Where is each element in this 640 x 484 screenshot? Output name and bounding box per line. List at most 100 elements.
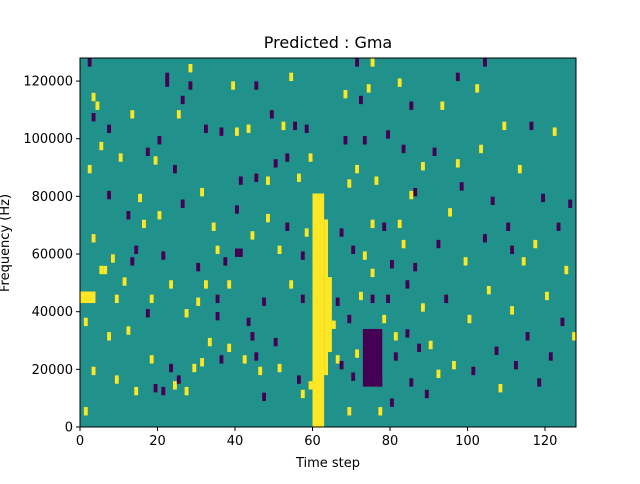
heatmap-cell bbox=[339, 228, 344, 237]
plot-area bbox=[79, 57, 577, 428]
heatmap-cell bbox=[347, 314, 352, 324]
heatmap-cell bbox=[262, 392, 266, 402]
heatmap-cell bbox=[157, 136, 162, 145]
x-tick-label: 60 bbox=[304, 434, 321, 449]
y-tick-label: 20000 bbox=[32, 363, 73, 378]
heatmap-cell bbox=[510, 306, 514, 315]
chart-title: Predicted : Gma bbox=[264, 33, 392, 52]
plot-frame bbox=[79, 57, 577, 428]
heatmap-cell bbox=[525, 332, 530, 341]
heatmap-cell bbox=[556, 222, 561, 231]
heatmap-cell bbox=[289, 72, 294, 82]
heatmap-cell bbox=[99, 265, 104, 275]
heatmap-cell bbox=[184, 386, 189, 396]
heatmap-cell bbox=[118, 153, 123, 162]
heatmap-cell bbox=[235, 205, 239, 214]
heatmap-cell bbox=[254, 173, 259, 182]
heatmap-cell bbox=[176, 110, 181, 119]
heatmap-cell bbox=[246, 317, 251, 327]
heatmap-cell bbox=[331, 320, 336, 329]
heatmap-cell bbox=[386, 130, 390, 139]
heatmap-cell bbox=[114, 294, 119, 304]
heatmap-cell bbox=[545, 291, 549, 301]
heatmap-cell bbox=[374, 176, 379, 185]
x-tick-label: 20 bbox=[149, 434, 166, 449]
heatmap-cell bbox=[494, 346, 499, 355]
heatmap-cell bbox=[436, 239, 441, 249]
x-axis: 0 20 40 60 80 100 120 bbox=[76, 427, 557, 449]
heatmap-cell bbox=[161, 386, 166, 396]
heatmap-cell bbox=[541, 193, 545, 203]
heatmap-cell bbox=[436, 369, 441, 378]
heatmap-cell bbox=[83, 317, 88, 327]
heatmap-cell bbox=[126, 326, 131, 335]
heatmap-cell bbox=[238, 176, 243, 185]
heatmap-cell bbox=[281, 121, 286, 131]
heatmap-cell bbox=[413, 187, 418, 197]
heatmap-cell bbox=[176, 375, 181, 384]
heatmap-cell bbox=[455, 72, 460, 82]
heatmap-cell bbox=[227, 280, 232, 289]
heatmap-cell bbox=[548, 352, 553, 361]
heatmap-cell bbox=[405, 329, 410, 338]
heatmap-cell bbox=[424, 389, 429, 399]
heatmap-cell bbox=[355, 349, 359, 358]
heatmap-cell bbox=[335, 355, 340, 364]
heatmap-cell bbox=[227, 343, 232, 353]
heatmap-cell bbox=[91, 113, 96, 122]
heatmap-cell bbox=[173, 164, 177, 174]
heatmap-cell bbox=[300, 294, 305, 304]
heatmap-cell bbox=[355, 164, 359, 174]
heatmap-cell bbox=[514, 360, 518, 370]
heatmap-cell bbox=[432, 147, 437, 157]
heatmap-cell bbox=[134, 386, 139, 396]
heatmap-cell bbox=[188, 64, 193, 73]
heatmap-cell bbox=[440, 101, 445, 110]
heatmap-cell bbox=[266, 176, 270, 185]
heatmap-cell bbox=[235, 127, 239, 136]
heatmap-cell bbox=[200, 358, 204, 367]
heatmap-cell bbox=[149, 355, 154, 364]
heatmap-cell bbox=[529, 121, 534, 131]
heatmap-cell bbox=[262, 297, 266, 306]
y-tick-label: 120000 bbox=[23, 75, 73, 90]
heatmap-cell bbox=[200, 187, 204, 197]
heatmap-cell bbox=[483, 58, 487, 67]
y-tick-label: 100000 bbox=[23, 132, 73, 147]
heatmap-cell bbox=[308, 381, 313, 390]
heatmap-cell bbox=[95, 101, 100, 110]
heatmap-cell bbox=[343, 89, 348, 99]
heatmap-band bbox=[80, 291, 96, 304]
y-tick-label: 0 bbox=[65, 421, 73, 436]
heatmap-cell bbox=[184, 309, 189, 318]
heatmap-cell bbox=[413, 262, 418, 272]
heatmap-cell bbox=[401, 239, 406, 249]
heatmap-cell bbox=[568, 199, 573, 208]
heatmap-cell bbox=[238, 248, 243, 257]
heatmap-cell bbox=[246, 124, 251, 133]
heatmap-cell bbox=[300, 251, 305, 260]
heatmap-cell bbox=[483, 234, 487, 243]
heatmap-cell bbox=[204, 124, 208, 133]
heatmap-cell bbox=[122, 277, 127, 286]
heatmap-cell bbox=[273, 337, 278, 347]
heatmap-cell bbox=[277, 245, 282, 255]
heatmap-cell bbox=[308, 153, 313, 162]
heatmap-cell bbox=[428, 340, 433, 350]
heatmap-cell bbox=[463, 257, 468, 266]
heatmap-cell bbox=[366, 84, 371, 93]
heatmap-cell bbox=[107, 190, 111, 200]
y-tick-label: 60000 bbox=[32, 248, 73, 263]
heatmap-cell bbox=[304, 124, 309, 133]
y-tick-label: 80000 bbox=[32, 190, 73, 205]
heatmap-cell bbox=[192, 363, 197, 373]
heatmap-cell bbox=[359, 291, 363, 301]
heatmap-cell bbox=[180, 95, 185, 105]
heatmap-cell bbox=[293, 121, 297, 131]
heatmap-cell bbox=[173, 381, 177, 390]
heatmap-cell bbox=[91, 366, 96, 376]
heatmap-cell bbox=[390, 260, 394, 269]
heatmap-cell bbox=[560, 317, 565, 327]
heatmap-cell bbox=[339, 360, 344, 370]
